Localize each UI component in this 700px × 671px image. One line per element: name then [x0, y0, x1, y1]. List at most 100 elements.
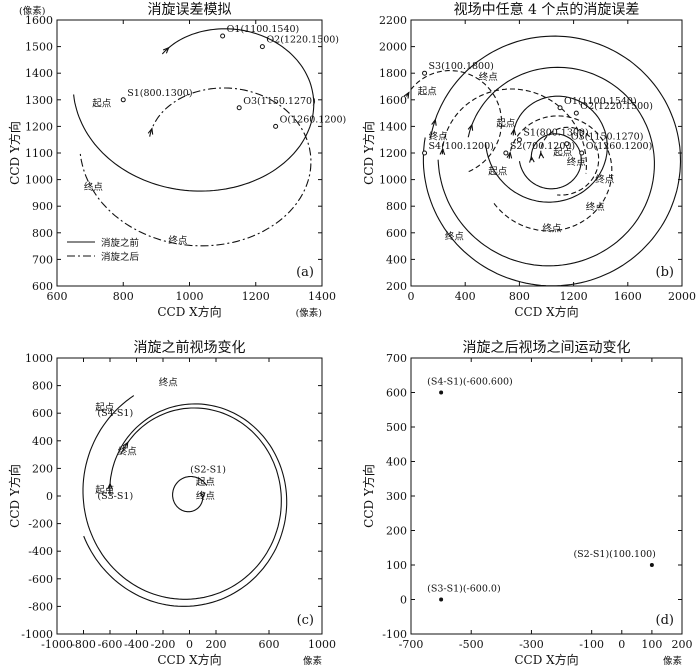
- chart-panel-c: 消旋之前视场变化-1000-800 -600 -400 -200 0 200 600 1000…: [7, 339, 336, 667]
- series-curve-7: [540, 126, 600, 196]
- y-axis-label: CCD Y方向: [7, 121, 22, 185]
- y-tick-label: 800: [32, 227, 53, 240]
- point-label: O(1260.1200): [280, 114, 347, 125]
- point-label: O3(1150.1270): [571, 132, 644, 143]
- y-tick-label: 0: [400, 594, 407, 607]
- annotation-label: 终点: [595, 173, 615, 185]
- x-tick-label: 1000: [308, 638, 336, 651]
- y-tick-label: 200: [386, 280, 407, 293]
- data-point: [439, 597, 444, 602]
- x-tick-label: -100: [579, 638, 604, 651]
- y-tick-label: 100: [386, 559, 407, 572]
- y-tick-label: 1100: [25, 147, 53, 160]
- series-curve-0: [83, 403, 288, 607]
- point-label: O2(1220.1500): [266, 35, 339, 46]
- annotation-label: 终点: [84, 181, 104, 193]
- chart-panel-d: 消旋之后视场之间运动变化 -700 -500 -300 -100 0 100 200 -100 0…: [361, 340, 693, 667]
- annotation-label: 起点: [196, 477, 216, 488]
- annotation-label: (S3-S1): [97, 491, 133, 502]
- point-label: S3(100.1800): [429, 61, 494, 72]
- annotation-label: 终点: [542, 222, 562, 234]
- x-tick-label: 800: [509, 290, 530, 303]
- y-tick-label: 400: [32, 435, 53, 448]
- annotation-label: 终点: [168, 234, 188, 246]
- x-tick-label: 1200: [560, 290, 588, 303]
- annotation-label: 终点: [429, 131, 449, 143]
- panel-tag: (a): [296, 265, 314, 280]
- series-arrow-1: [147, 127, 154, 135]
- y-tick-label: 700: [386, 352, 407, 365]
- x-tick-label: 1400: [308, 290, 336, 303]
- point-label: O2(1220.1500): [580, 101, 653, 112]
- series-arrow-0: [431, 118, 437, 126]
- data-point: [259, 44, 265, 50]
- x-unit-label: (像素): [296, 307, 322, 319]
- x-tick-label: 400: [455, 290, 476, 303]
- y-tick-label: 400: [386, 456, 407, 469]
- x-tick-label: 600: [259, 638, 280, 651]
- annotation-label: (S2-S1): [190, 465, 226, 476]
- plot-frame: [56, 19, 323, 287]
- point-label: O3(1150.1270): [243, 96, 316, 107]
- annotation-label: 起点: [496, 118, 516, 129]
- x-tick-label: -600: [98, 638, 123, 651]
- x-tick-label: -500: [459, 638, 484, 651]
- y-tick-label: 200: [386, 525, 407, 538]
- plot-frame: [410, 19, 683, 287]
- series-curve-2: [172, 475, 208, 513]
- point-label: O(1260.1200): [586, 141, 653, 152]
- y-tick-label: 1300: [25, 94, 53, 107]
- point-label: (S4-S1)(-600.600): [427, 377, 513, 388]
- x-tick-label: 100: [641, 638, 662, 651]
- point-label: O1(1100.1540): [564, 96, 637, 107]
- y-tick-label: 800: [386, 200, 407, 213]
- annotation-label: 终点: [118, 446, 138, 458]
- panel-tag: (c): [297, 613, 314, 628]
- x-tick-label: 1200: [242, 290, 270, 303]
- x-tick-label: 200: [672, 638, 693, 651]
- series-curve-5: [441, 88, 587, 174]
- y-tick-label: 1200: [25, 120, 53, 133]
- x-tick-label: 800: [113, 290, 134, 303]
- x-tick-label: -700: [399, 638, 424, 651]
- y-axis-label: CCD Y方向: [7, 464, 22, 528]
- x-axis-label: CCD X方向: [157, 304, 221, 319]
- point-label: S4(100.1200): [429, 141, 494, 152]
- series-arrow-5: [439, 147, 446, 155]
- data-point: [516, 137, 522, 143]
- series-curve-1: [79, 87, 312, 247]
- y-tick-label: 400: [386, 253, 407, 266]
- legend-label: 消旋之前: [101, 237, 139, 249]
- series-curve-3: [518, 133, 582, 190]
- chart-title: 视场中任意 4 个点的消旋误差: [454, 1, 640, 18]
- y-tick-label: 2200: [379, 14, 407, 27]
- point-label: O1(1100.1540): [227, 24, 300, 35]
- y-tick-label: -800: [28, 600, 53, 613]
- x-tick-label: -400: [124, 638, 149, 651]
- y-tick-label: -200: [28, 518, 53, 531]
- data-point: [273, 123, 279, 129]
- x-tick-label: 0: [186, 638, 193, 651]
- point-label: (S2-S1)(100.100): [573, 549, 655, 560]
- y-tick-label: 1000: [379, 174, 407, 187]
- annotation-label: 终点: [196, 490, 216, 502]
- y-tick-label: 600: [386, 227, 407, 240]
- point-label: S1(800.1300): [127, 88, 192, 99]
- chart-panel-b: 视场中任意 4 个点的消旋误差 0 400 800 1200 1600 2000 200 400…: [361, 1, 696, 319]
- point-label: S2(700.1200): [510, 141, 575, 152]
- panel-tag: (d): [656, 613, 674, 628]
- series-arrow-1: [467, 123, 474, 131]
- y-tick-label: 1200: [379, 147, 407, 160]
- x-tick-label: 0: [618, 638, 625, 651]
- data-point: [649, 563, 654, 567]
- annotation-label: 终点: [586, 201, 606, 213]
- series-arrow-3: [529, 155, 535, 163]
- series-arrow-0: [107, 482, 113, 490]
- y-tick-label: 2000: [379, 41, 407, 54]
- y-tick-label: 1600: [379, 94, 407, 107]
- y-unit-label: (像素): [19, 5, 45, 17]
- y-tick-label: 600: [386, 387, 407, 400]
- annotation-label: 终点: [159, 377, 179, 389]
- x-tick-label: -300: [519, 638, 544, 651]
- series-arrow-4: [403, 91, 410, 99]
